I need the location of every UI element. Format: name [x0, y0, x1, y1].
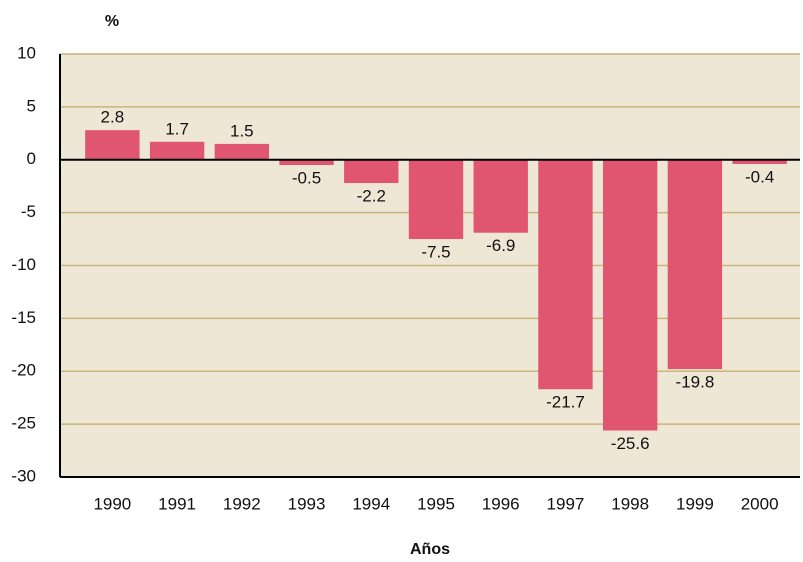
x-tick-label: 1995 — [417, 494, 455, 513]
bar — [667, 159, 723, 370]
bar — [149, 141, 205, 160]
data-label: 1.5 — [230, 121, 254, 140]
bar — [214, 143, 270, 160]
bar — [473, 159, 528, 233]
bar — [732, 159, 787, 164]
data-label: -25.6 — [611, 434, 650, 453]
bar — [344, 159, 399, 184]
data-label: -0.5 — [292, 169, 321, 188]
data-label: -2.2 — [357, 186, 386, 205]
y-tick-label: 0 — [27, 149, 36, 168]
x-tick-label: 1998 — [611, 494, 649, 513]
data-label: -7.5 — [421, 243, 450, 262]
bars — [85, 130, 787, 431]
bar — [408, 159, 464, 240]
bar — [602, 159, 658, 431]
data-label: -0.4 — [745, 167, 774, 186]
x-tick-label: 1999 — [676, 494, 714, 513]
x-tick-label: 1991 — [158, 494, 196, 513]
bar — [538, 159, 593, 390]
y-tick-label: -25 — [11, 414, 36, 433]
y-tick-label: -5 — [21, 202, 36, 221]
data-label: -19.8 — [676, 373, 715, 392]
x-axis-label: Años — [410, 541, 450, 558]
x-tick-label: 1997 — [547, 494, 585, 513]
data-label: 1.7 — [165, 119, 189, 138]
x-tick-label: 1990 — [93, 494, 131, 513]
y-axis-label: % — [105, 13, 119, 30]
y-tick-label: -30 — [11, 466, 36, 485]
data-label: 2.8 — [101, 108, 125, 127]
x-tick-label: 1993 — [288, 494, 326, 513]
x-tick-label: 1996 — [482, 494, 520, 513]
data-label: -6.9 — [486, 236, 515, 255]
x-tick-label: 1992 — [223, 494, 261, 513]
y-tick-label: 10 — [17, 43, 36, 62]
y-tick-label: 5 — [27, 96, 36, 115]
bar — [279, 159, 334, 166]
y-tick-label: -20 — [11, 361, 36, 380]
x-tick-label: 2000 — [741, 494, 779, 513]
y-tick-label: -10 — [11, 255, 36, 274]
data-label: -21.7 — [546, 393, 585, 412]
bar — [85, 130, 140, 160]
labels: -30 -25 -20 -15 -10 -5 0 5 10 1990 2.8 1991 1.7 1992 1… — [11, 43, 800, 513]
y-tick-label: -15 — [11, 308, 36, 327]
x-tick-label: 1994 — [352, 494, 390, 513]
